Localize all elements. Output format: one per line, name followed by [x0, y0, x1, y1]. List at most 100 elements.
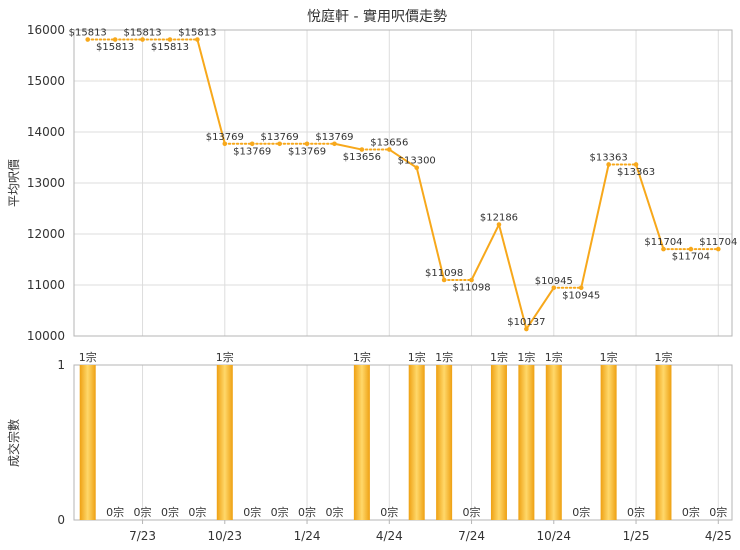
- count-value: 0: [682, 506, 689, 519]
- price-data-label: $13769: [233, 146, 271, 157]
- price-data-label: $15813: [96, 42, 134, 53]
- count-unit: 宗: [497, 350, 508, 364]
- price-point: [688, 246, 694, 252]
- count-data-label: 1宗: [490, 350, 508, 364]
- count-unit: 宗: [360, 350, 371, 364]
- count-data-label: 1宗: [216, 350, 234, 364]
- price-currency: $: [480, 213, 486, 224]
- price-value: 12186: [486, 213, 518, 224]
- count-unit: 宗: [442, 350, 453, 364]
- price-data-label: $13769: [288, 146, 326, 157]
- price-data-label: $11704: [699, 237, 737, 248]
- price-value: 11704: [678, 252, 710, 263]
- price-axis-label: 平均呎價: [7, 159, 21, 207]
- x-tick-label: 7/24: [458, 529, 485, 543]
- price-y-tick-label: 14000: [27, 125, 65, 139]
- chart-title: 悅庭軒 - 實用呎價走勢: [307, 8, 447, 25]
- count-value: 0: [161, 506, 168, 519]
- x-tick-label: 1/25: [623, 529, 650, 543]
- price-line: [86, 38, 720, 331]
- price-currency: $: [261, 132, 267, 143]
- count-bar: [600, 365, 617, 520]
- price-point: [414, 165, 420, 170]
- price-value: 11098: [431, 268, 463, 279]
- price-line-segment: [497, 223, 528, 331]
- count-value: 0: [463, 506, 470, 519]
- price-line-segment: [333, 142, 363, 151]
- x-tick-label: 10/24: [536, 529, 571, 543]
- price-point: [386, 147, 392, 152]
- price-y-tick-label: 12000: [27, 227, 65, 241]
- count-value: 1: [216, 351, 223, 364]
- price-data-label: $11098: [425, 268, 463, 279]
- price-data-label: $11704: [644, 237, 682, 248]
- price-currency: $: [123, 28, 129, 39]
- price-point: [249, 141, 255, 147]
- price-point: [85, 37, 91, 42]
- price-data-label: $10945: [562, 290, 600, 301]
- price-currency: $: [617, 167, 623, 178]
- price-points: [85, 37, 721, 332]
- price-currency: $: [315, 132, 321, 143]
- count-unit: 宗: [552, 350, 563, 364]
- price-data-label: $10945: [535, 276, 573, 287]
- price-currency: $: [69, 28, 75, 39]
- price-currency: $: [288, 146, 294, 157]
- count-data-label: 1宗: [79, 350, 97, 364]
- price-currency: $: [699, 237, 705, 248]
- count-bar: [79, 365, 96, 520]
- price-currency: $: [535, 276, 541, 287]
- price-point: [167, 37, 173, 42]
- count-value: 0: [134, 506, 141, 519]
- count-unit: 宗: [579, 505, 590, 519]
- count-bar: [655, 365, 672, 520]
- price-value: 13300: [404, 156, 436, 167]
- price-data-label: $10137: [507, 317, 545, 328]
- count-unit: 宗: [195, 505, 206, 519]
- count-unit: 宗: [278, 505, 289, 519]
- count-data-label: 0宗: [271, 505, 289, 519]
- count-data-label: 1宗: [353, 350, 371, 364]
- count-unit: 宗: [250, 505, 261, 519]
- price-data-label: $12186: [480, 213, 518, 224]
- count-value: 0: [572, 506, 579, 519]
- count-unit: 宗: [305, 505, 316, 519]
- price-y-tick-label: 13000: [27, 176, 65, 190]
- count-data-label: 0宗: [627, 505, 645, 519]
- price-value: 15813: [130, 28, 162, 39]
- price-value: 10945: [541, 276, 573, 287]
- count-unit: 宗: [716, 505, 727, 519]
- price-currency: $: [151, 42, 157, 53]
- count-value: 0: [709, 506, 716, 519]
- count-value: 1: [79, 351, 86, 364]
- count-data-label: 0宗: [106, 505, 124, 519]
- count-bar: [518, 365, 535, 520]
- count-data-label: 0宗: [325, 505, 343, 519]
- price-point: [661, 246, 666, 252]
- price-value: 13769: [267, 132, 299, 143]
- price-line-segment: [635, 163, 665, 251]
- price-point: [496, 222, 502, 227]
- price-data-label: $13363: [590, 152, 628, 163]
- x-tick-label: 4/25: [705, 529, 732, 543]
- count-data-label: 1宗: [408, 350, 426, 364]
- price-currency: $: [425, 268, 431, 279]
- price-line-segment: [470, 223, 500, 282]
- count-unit: 宗: [168, 505, 179, 519]
- price-currency: $: [343, 152, 349, 163]
- count-unit: 宗: [141, 505, 152, 519]
- price-data-label: $11704: [672, 252, 710, 263]
- count-bar: [490, 365, 507, 520]
- price-value: 13769: [239, 146, 271, 157]
- price-value: 15813: [157, 42, 189, 53]
- count-value: 0: [106, 506, 113, 519]
- price-currency: $: [233, 146, 239, 157]
- price-point: [332, 141, 337, 147]
- price-point: [112, 37, 118, 42]
- price-point: [551, 285, 557, 291]
- price-point: [359, 147, 365, 152]
- price-line-segment: [388, 148, 418, 169]
- price-data-label: $13656: [343, 152, 381, 163]
